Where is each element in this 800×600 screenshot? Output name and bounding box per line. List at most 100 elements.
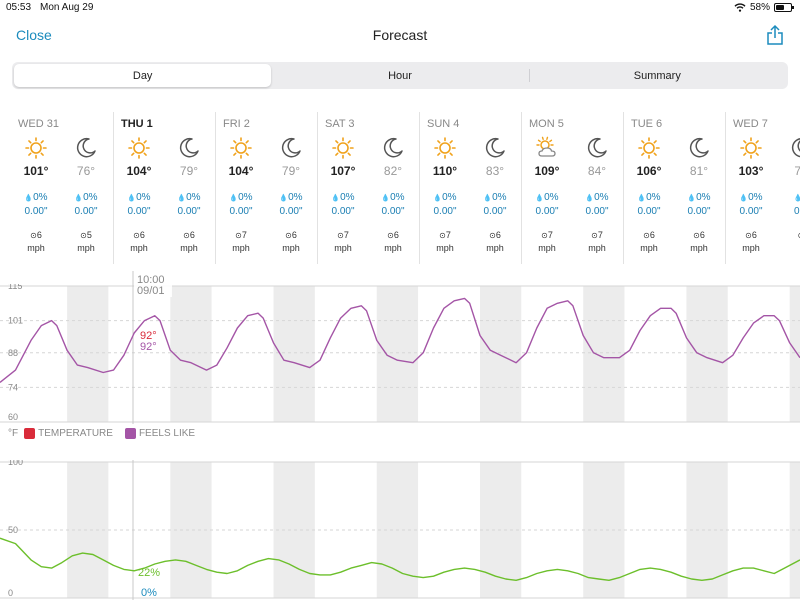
day-cell: 101° 💧0% 0.00" ⊙6 mph	[11, 112, 61, 264]
precip-value: 0%	[696, 192, 711, 203]
humidity-chart[interactable]: 0 50 100	[0, 460, 800, 600]
y-tick-label: 60	[8, 412, 18, 422]
nav-bar: Close Forecast	[0, 16, 800, 56]
daily-forecast[interactable]: WED 31 101° 💧0% 0.00" ⊙6 mph 76° 💧0% 0.00" ⊙5 mph T…	[0, 112, 800, 264]
status-time: 05:53	[6, 2, 32, 13]
high-temp: 101°	[23, 164, 49, 178]
precip-chance: 💧0%	[674, 192, 724, 203]
tab-summary[interactable]: Summary	[528, 64, 786, 87]
temperature-chart[interactable]: 60 74 88 101 115	[0, 284, 800, 424]
sun-icon	[25, 137, 47, 159]
y-tick-label: 74	[8, 382, 18, 392]
chart-legend: °F TEMPERATURE FEELS LIKE	[8, 428, 201, 439]
precip-chance: 💧0%	[114, 192, 164, 203]
rain-amount: 0.00"	[177, 206, 201, 217]
day-column[interactable]: TUE 6 106° 💧0% 0.00" ⊙6 mph 81° 💧0% 0.00" ⊙6 mph	[623, 112, 725, 264]
moon-icon	[791, 138, 800, 158]
rain-amount: 0.00"	[74, 206, 98, 217]
share-icon[interactable]	[766, 24, 784, 46]
high-temp: 107°	[330, 164, 356, 178]
wind-speed-value: 6	[291, 230, 297, 240]
high-temp: 106°	[636, 164, 662, 178]
page-title: Forecast	[372, 27, 428, 43]
tab-day[interactable]: Day	[14, 64, 272, 87]
precip-chance: 💧0%	[216, 192, 266, 203]
condition-icon-slot	[470, 136, 520, 160]
wind-speed: ⊙6	[114, 229, 164, 242]
precip-chance: 💧0%	[61, 192, 111, 203]
precip-value: 0%	[136, 192, 151, 203]
night-band	[376, 286, 419, 422]
raindrop-icon: 💧	[177, 195, 187, 202]
raindrop-icon: 💧	[331, 195, 341, 202]
moon-icon	[587, 137, 607, 158]
day-cell: 107° 💧0% 0.00" ⊙7 mph	[318, 112, 368, 264]
rain-amount: 0.00"	[127, 206, 151, 217]
raindrop-icon: 💧	[24, 195, 34, 202]
wind: ⊙7 mph	[522, 229, 572, 254]
night-band	[67, 286, 109, 422]
sun-icon	[230, 137, 252, 159]
wind-direction-icon: ⊙	[439, 231, 446, 240]
tab-hour[interactable]: Hour	[388, 69, 412, 82]
wind: ⊙5 mph	[61, 229, 111, 254]
night-cell: 82° 💧0% 0.00" ⊙6 mph	[368, 112, 418, 264]
precip-chance: 💧0%	[266, 192, 316, 203]
temperature-swatch	[24, 428, 36, 439]
wind-speed: ⊙7	[318, 229, 368, 242]
raindrop-icon: 💧	[127, 195, 137, 202]
y-tick-label: 115	[8, 284, 22, 291]
rain-amount: 0.00"	[687, 206, 711, 217]
day-column[interactable]: SUN 4 110° 💧0% 0.00" ⊙7 mph 83° 💧0% 0.00" ⊙6 mph	[419, 112, 521, 264]
y-tick-label: 50	[8, 525, 18, 535]
night-band	[170, 286, 212, 422]
day-column[interactable]: THU 1 104° 💧0% 0.00" ⊙6 mph 79° 💧0% 0.00" ⊙6 mph	[113, 112, 215, 264]
low-temp: 83°	[485, 164, 505, 178]
legend-feels-like[interactable]: FEELS LIKE	[124, 428, 195, 439]
low-temp: 76°	[76, 164, 96, 178]
day-column[interactable]: MON 5 109° 💧0% 0.00" ⊙7 mph 84° 💧0% 0.00" ⊙7 mph	[521, 112, 623, 264]
wind-speed-value: 6	[393, 230, 399, 240]
low-temp: 84°	[587, 164, 607, 178]
moon-icon	[281, 137, 301, 158]
moon-icon	[76, 137, 96, 158]
wind-unit: mph	[180, 243, 198, 253]
rain-amount: 0.00"	[279, 206, 303, 217]
day-column[interactable]: SAT 3 107° 💧0% 0.00" ⊙7 mph 82° 💧0% 0.00" ⊙6 mph	[317, 112, 419, 264]
condition-icon-slot	[368, 136, 418, 160]
legend-temperature[interactable]: TEMPERATURE	[24, 428, 113, 439]
battery-icon	[774, 3, 794, 12]
wind-speed-value: 6	[189, 230, 195, 240]
day-column[interactable]: WED 31 101° 💧0% 0.00" ⊙6 mph 76° 💧0% 0.00" ⊙5 mph	[11, 112, 113, 264]
wind-direction-icon: ⊙	[798, 231, 800, 240]
rain-amount: 0.00"	[739, 206, 763, 217]
precip-chance: 💧0%	[164, 192, 214, 203]
day-label: WED 31	[18, 118, 59, 130]
condition-icon-slot	[216, 136, 266, 160]
wind-speed: ⊙7	[420, 229, 470, 242]
wind-unit: mph	[742, 243, 760, 253]
raindrop-icon: 💧	[74, 195, 84, 202]
wind-direction-icon: ⊙	[643, 231, 650, 240]
precip-chance: 💧0%	[318, 192, 368, 203]
raindrop-icon: 💧	[279, 195, 289, 202]
wind-unit: mph	[486, 243, 504, 253]
close-button[interactable]: Close	[16, 27, 52, 43]
view-tabs: Day Hour Summary	[12, 62, 788, 89]
condition-icon-slot	[572, 136, 622, 160]
wind: ⊙6 mph	[674, 229, 724, 254]
moon-icon	[179, 137, 199, 158]
night-cell: 84° 💧0% 0.00" ⊙7 mph	[572, 112, 622, 264]
rain-amount: 0.00"	[433, 206, 457, 217]
wind-speed: ⊙6	[726, 229, 776, 242]
condition-icon-slot	[266, 136, 316, 160]
night-cell: 79° 💧0% 0.00" ⊙6 mph	[266, 112, 316, 264]
condition-icon-slot	[420, 136, 470, 160]
day-column[interactable]: FRI 2 104° 💧0% 0.00" ⊙7 mph 79° 💧0% 0.00" ⊙6 mph	[215, 112, 317, 264]
wind: ⊙7 mph	[216, 229, 266, 254]
high-temp: 110°	[432, 164, 458, 178]
sun-icon	[638, 137, 660, 159]
wind-unit: mph	[690, 243, 708, 253]
wind-speed: ⊙7	[572, 229, 622, 242]
